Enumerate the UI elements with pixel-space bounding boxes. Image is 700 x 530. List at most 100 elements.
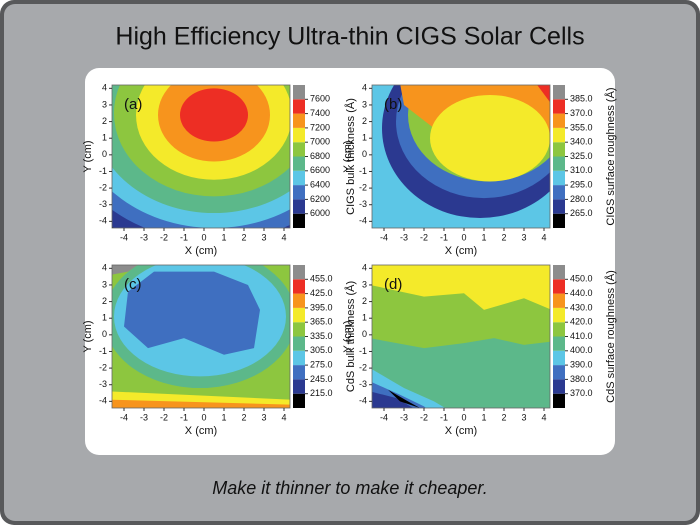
- y-tick-label: 0: [362, 329, 367, 339]
- y-tick-label: -1: [359, 346, 367, 356]
- colorbar-tick-label: 455.0: [310, 274, 333, 284]
- y-tick-label: 2: [362, 116, 367, 126]
- x-tick-label: 2: [501, 412, 506, 422]
- x-tick-label: -1: [180, 232, 188, 242]
- colorbar-label: CIGS bulk thickness (Å): [344, 98, 357, 215]
- colorbar-tick-label: 7000: [310, 137, 330, 147]
- colorbar-label: CdS bulk thickness (Å): [344, 281, 357, 392]
- x-tick-label: 1: [481, 412, 486, 422]
- colorbar-segment: [553, 113, 565, 128]
- colorbar-segment: [293, 142, 305, 157]
- colorbar-segment: [553, 350, 565, 366]
- colorbar-segment: [293, 85, 305, 100]
- colorbar-segment: [293, 113, 305, 128]
- colorbar-segment: [553, 336, 565, 351]
- plot-frame: [111, 264, 291, 409]
- y-axis-label: Y (cm): [82, 140, 94, 172]
- colorbar-segment: [553, 365, 565, 380]
- colorbar-segment: [293, 213, 305, 228]
- colorbar-tick-label: 395.0: [310, 302, 333, 312]
- y-tick-label: -3: [99, 379, 107, 389]
- x-tick-label: 3: [261, 412, 266, 422]
- y-tick-label: 1: [362, 133, 367, 143]
- colorbar-segment: [553, 85, 565, 100]
- x-tick-label: 1: [221, 412, 226, 422]
- colorbar-tick-label: 265.0: [570, 208, 593, 218]
- colorbar-tick-label: 7200: [310, 122, 330, 132]
- colorbar-segment: [293, 393, 305, 408]
- colorbar-tick-label: 410.0: [570, 331, 593, 341]
- colorbar-segment: [293, 293, 305, 308]
- x-axis-label: X (cm): [185, 425, 217, 437]
- colorbar-tick-label: 7600: [310, 94, 330, 104]
- x-axis-label: X (cm): [445, 425, 477, 437]
- x-tick-label: 2: [501, 232, 506, 242]
- colorbar-segment: [553, 307, 565, 323]
- colorbar-tick-label: 310.0: [570, 165, 593, 175]
- y-tick-label: 3: [362, 99, 367, 109]
- colorbar-tick-label: 440.0: [570, 288, 593, 298]
- colorbar-segment: [553, 379, 565, 394]
- colorbar-tick-label: 335.0: [310, 331, 333, 341]
- x-tick-label: -1: [180, 412, 188, 422]
- colorbar-segment: [293, 156, 305, 171]
- colorbar-label: CIGS surface roughness (Å): [604, 87, 617, 225]
- colorbar-segment: [293, 307, 305, 323]
- y-tick-label: 1: [362, 313, 367, 323]
- y-tick-label: -2: [99, 362, 107, 372]
- contour-region: [372, 265, 550, 310]
- y-axis-label: Y (cm): [82, 320, 94, 352]
- contour-region: [112, 399, 290, 408]
- contour-region: [124, 271, 260, 355]
- x-tick-label: 3: [261, 232, 266, 242]
- x-tick-label: 0: [461, 232, 466, 242]
- x-tick-label: -4: [380, 232, 388, 242]
- x-tick-label: 4: [281, 412, 286, 422]
- y-tick-label: 2: [362, 296, 367, 306]
- x-tick-label: -3: [400, 232, 408, 242]
- y-tick-label: 3: [102, 279, 107, 289]
- x-tick-label: -4: [120, 232, 128, 242]
- colorbar-tick-label: 425.0: [310, 288, 333, 298]
- x-tick-label: 4: [541, 412, 546, 422]
- colorbar-segment: [553, 142, 565, 157]
- colorbar-tick-label: 390.0: [570, 359, 593, 369]
- panel-label: (d): [384, 276, 402, 293]
- x-tick-label: -4: [120, 412, 128, 422]
- x-axis-label: X (cm): [445, 245, 477, 257]
- colorbar-segment: [553, 279, 565, 294]
- plot-frame: [371, 264, 551, 409]
- colorbar-segment: [293, 322, 305, 337]
- y-axis-label: Y (cm): [342, 320, 354, 352]
- y-tick-label: 4: [102, 263, 107, 273]
- y-tick-label: 0: [102, 329, 107, 339]
- y-tick-label: -4: [359, 396, 367, 406]
- colorbar-tick-label: 6600: [310, 165, 330, 175]
- x-tick-label: -2: [160, 412, 168, 422]
- x-tick-label: -1: [440, 412, 448, 422]
- colorbar-segment: [553, 199, 565, 214]
- y-tick-label: -1: [359, 166, 367, 176]
- y-tick-label: 3: [102, 99, 107, 109]
- x-tick-label: 3: [521, 232, 526, 242]
- colorbar-segment: [293, 170, 305, 186]
- colorbar-segment: [553, 170, 565, 186]
- colorbar-segment: [553, 156, 565, 171]
- slide-caption: Make it thinner to make it cheaper.: [212, 478, 487, 498]
- x-tick-label: 0: [201, 412, 206, 422]
- x-tick-label: 0: [461, 412, 466, 422]
- contour-plot: [112, 265, 290, 408]
- colorbar-tick-label: 365.0: [310, 317, 333, 327]
- colorbar-segment: [553, 293, 565, 308]
- colorbar-tick-label: 245.0: [310, 374, 333, 384]
- y-axis-label: Y (cm): [342, 140, 354, 172]
- x-tick-label: -2: [420, 232, 428, 242]
- y-tick-label: -1: [99, 166, 107, 176]
- colorbar-tick-label: 370.0: [570, 388, 593, 398]
- plot-frame: [111, 84, 291, 229]
- colorbar-segment: [293, 336, 305, 351]
- colorbar-segment: [553, 99, 565, 114]
- panel-label: (b): [384, 96, 402, 113]
- colorbar-segment: [293, 185, 305, 200]
